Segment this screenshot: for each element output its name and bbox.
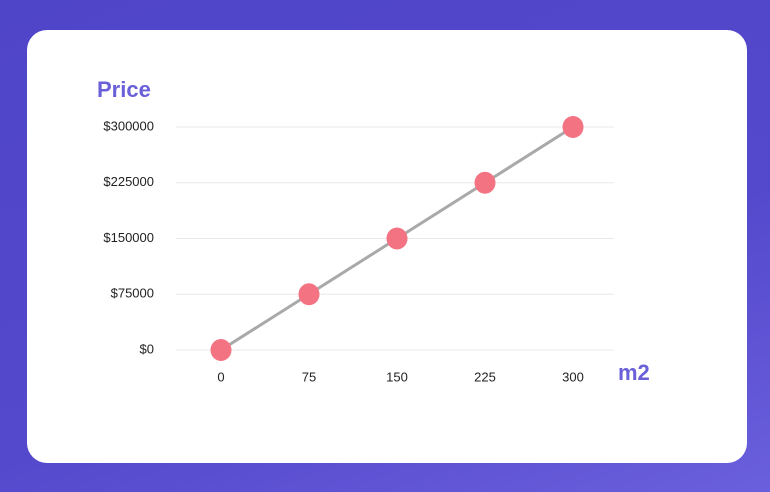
y-tick-label: $0 [140, 341, 154, 356]
point [298, 283, 320, 306]
point [210, 339, 232, 361]
y-tick-label: $300000 [103, 118, 154, 133]
x-tick-label: 0 [217, 369, 224, 384]
point [386, 227, 408, 250]
y-tick-label: $225000 [103, 174, 154, 189]
point [562, 116, 584, 138]
y-tick-label: $75000 [111, 286, 154, 301]
x-tick-label: 300 [562, 369, 584, 384]
point [474, 171, 496, 194]
y-axis-title: Price [97, 77, 151, 102]
y-tick-label: $150000 [103, 230, 154, 245]
x-tick-label: 75 [302, 369, 316, 384]
x-tick-label: 150 [386, 369, 408, 384]
x-axis-title: m2 [618, 360, 650, 385]
x-tick-label: 225 [474, 369, 496, 384]
